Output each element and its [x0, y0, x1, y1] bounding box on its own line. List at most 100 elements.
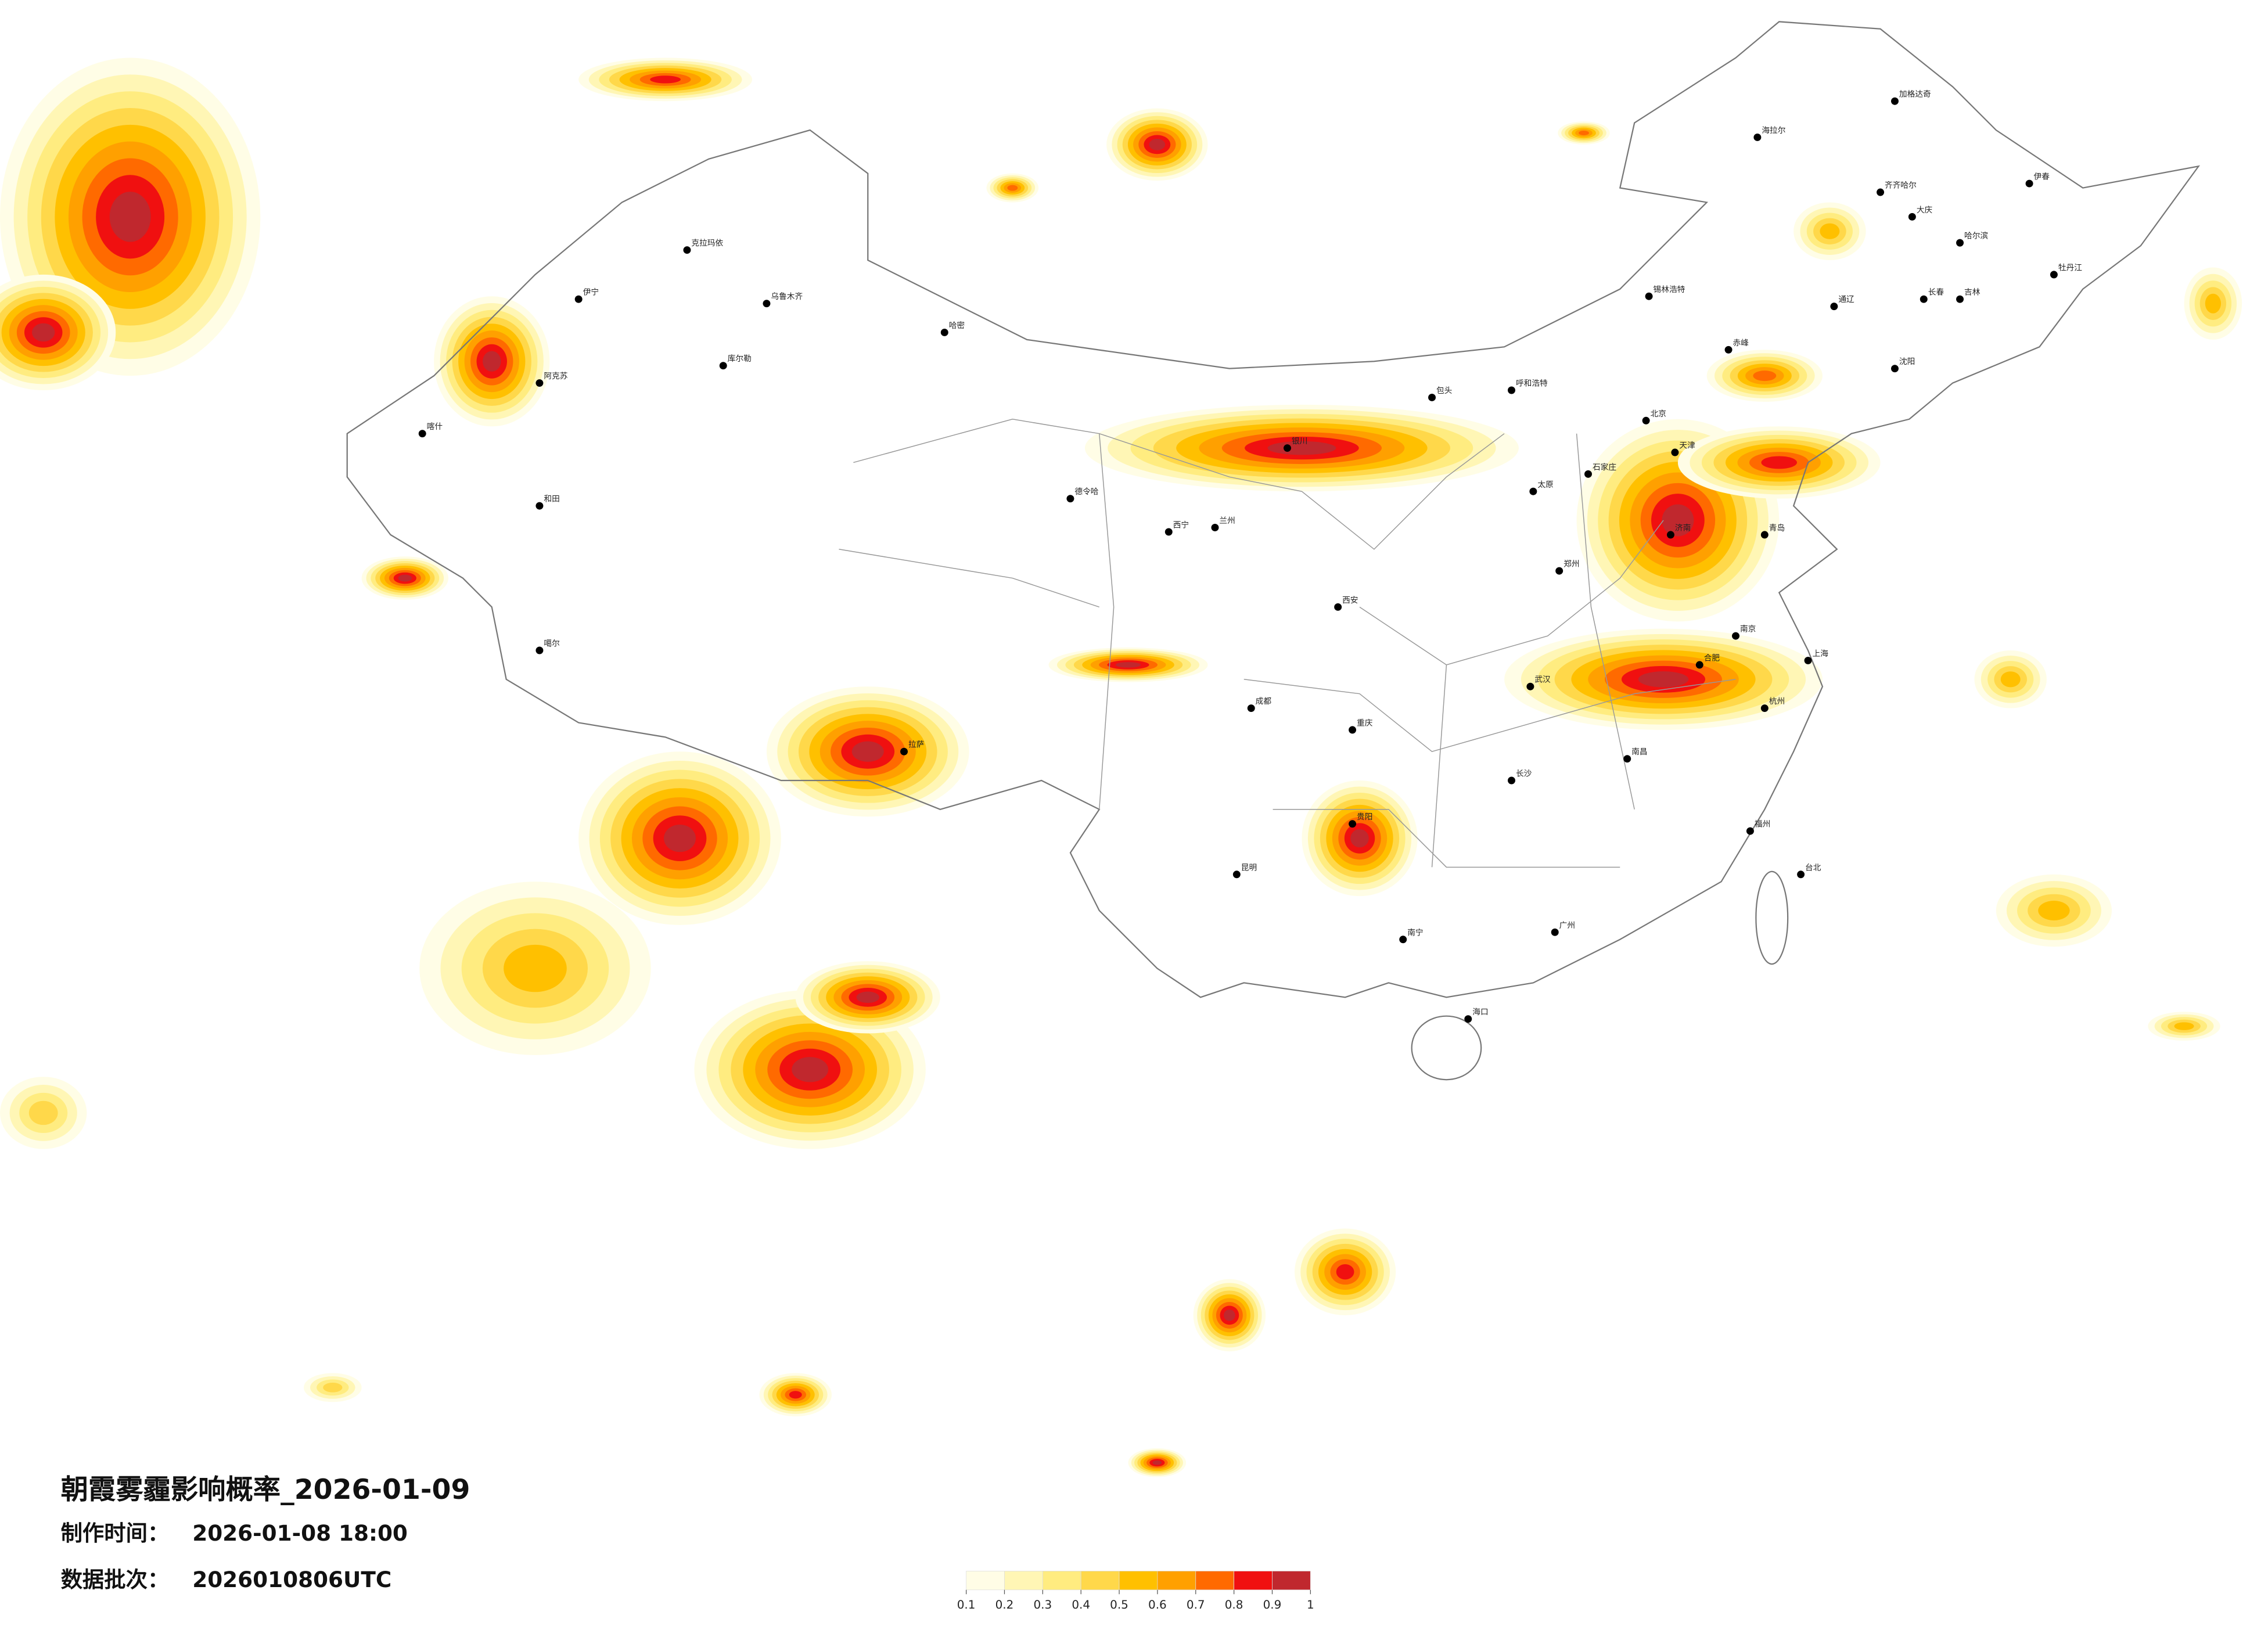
- city-dot: [1695, 661, 1703, 669]
- city-label: 和田: [544, 495, 559, 504]
- city-label: 郑州: [1563, 560, 1579, 569]
- city-label: 南宁: [1407, 927, 1423, 937]
- city-label: 重庆: [1357, 718, 1373, 728]
- city-label: 沈阳: [1899, 357, 1915, 366]
- city-label: 广州: [1559, 921, 1575, 930]
- city-dot: [1349, 820, 1357, 828]
- city-dot: [1508, 386, 1515, 394]
- legend-swatch: [1234, 1571, 1273, 1591]
- probability-area: [650, 75, 681, 84]
- legend-swatch: [1157, 1571, 1196, 1591]
- city-dot: [1623, 755, 1631, 763]
- city-label: 福州: [1755, 820, 1770, 829]
- city-label: 上海: [1813, 649, 1829, 659]
- city-label: 哈密: [949, 321, 965, 330]
- city-label: 阿克苏: [544, 372, 567, 381]
- taiwan-outline: [1755, 870, 1789, 965]
- legend-tick-label: 0.6: [1148, 1598, 1167, 1611]
- city-dot: [940, 328, 948, 336]
- made-label: 制作时间：: [61, 1520, 170, 1546]
- city-dot: [1746, 827, 1754, 835]
- city-dot: [1555, 567, 1563, 575]
- city-label: 成都: [1256, 697, 1272, 706]
- city-label: 青岛: [1769, 523, 1785, 533]
- city-label: 克拉玛依: [691, 239, 723, 248]
- batch: 2026010806UTC: [192, 1567, 391, 1592]
- city-label: 赤峰: [1733, 339, 1749, 348]
- city-label: 银川: [1292, 437, 1307, 446]
- city-dot: [1247, 704, 1255, 713]
- city-label: 西安: [1342, 596, 1358, 605]
- probability-area: [1638, 671, 1689, 688]
- city-dot: [719, 362, 727, 370]
- probability-area: [1350, 829, 1369, 848]
- city-dot: [1066, 495, 1074, 503]
- city-dot: [574, 295, 583, 303]
- city-label: 台北: [1805, 863, 1821, 872]
- city-label: 济南: [1675, 523, 1691, 533]
- city-dot: [535, 379, 544, 387]
- batch-label: 数据批次：: [61, 1567, 170, 1592]
- probability-area: [504, 944, 567, 992]
- probability-area: [856, 991, 879, 1003]
- city-label: 武汉: [1534, 675, 1551, 685]
- city-dot: [1890, 365, 1899, 373]
- city-dot: [1642, 416, 1650, 425]
- city-label: 牡丹江: [2058, 263, 2082, 272]
- legend-swatch: [1080, 1571, 1120, 1591]
- province-borders: [839, 419, 1736, 868]
- city-label: 长春: [1928, 288, 1944, 297]
- probability-area: [1224, 1310, 1235, 1321]
- probability-area: [792, 1057, 829, 1082]
- probability-area: [1336, 1264, 1354, 1280]
- city-dot: [1334, 603, 1342, 611]
- city-label: 海拉尔: [1762, 126, 1785, 135]
- probability-area: [398, 574, 412, 582]
- probability-area: [789, 1391, 802, 1399]
- city-dot: [1645, 292, 1653, 300]
- city-dot: [1830, 303, 1838, 311]
- city-dot: [1428, 393, 1436, 401]
- legend-tick-label: 0.3: [1033, 1598, 1052, 1611]
- city-label: 库尔勒: [728, 354, 752, 364]
- city-label: 合肥: [1704, 653, 1720, 663]
- city-dot: [1877, 188, 1885, 196]
- probability-area: [2205, 293, 2221, 314]
- probability-area: [28, 1100, 58, 1125]
- city-label: 长沙: [1516, 769, 1532, 779]
- city-label: 昆明: [1241, 863, 1257, 872]
- city-dot: [1890, 97, 1899, 105]
- city-label: 乌鲁木齐: [771, 292, 803, 301]
- city-label: 天津: [1679, 441, 1695, 451]
- legend-tick-label: 0.2: [995, 1598, 1014, 1611]
- probability-area: [109, 192, 151, 242]
- city-label: 贵阳: [1357, 812, 1372, 822]
- city-dot: [1508, 776, 1515, 785]
- probability-area: [1267, 441, 1336, 455]
- city-dot: [1671, 448, 1679, 456]
- legend-tick-label: 1: [1307, 1598, 1314, 1611]
- legend: 0.1 0.2 0.3 0.4 0.5 0.6 0.7 0.8 0.9 1: [957, 1571, 1314, 1611]
- legend-tick-label: 0.9: [1263, 1598, 1282, 1611]
- city-label: 兰州: [1219, 516, 1235, 526]
- city-dot: [683, 246, 691, 254]
- city-dot: [1908, 213, 1916, 221]
- probability-area: [1662, 504, 1694, 537]
- probability-area: [2000, 671, 2021, 688]
- city-label: 南京: [1740, 625, 1756, 634]
- city-dot: [900, 747, 908, 756]
- legend-tick-label: 0.5: [1110, 1598, 1128, 1611]
- probability-area: [483, 351, 501, 372]
- city-dot: [1584, 470, 1592, 478]
- probability-area: [1753, 370, 1777, 382]
- probability-area: [1579, 130, 1589, 135]
- probability-area: [1115, 662, 1141, 668]
- legend-swatch: [1042, 1571, 1081, 1591]
- legend-swatch: [1119, 1571, 1158, 1591]
- city-dot: [2025, 179, 2033, 188]
- probability-area: [2174, 1022, 2194, 1030]
- city-label: 喀什: [427, 422, 443, 431]
